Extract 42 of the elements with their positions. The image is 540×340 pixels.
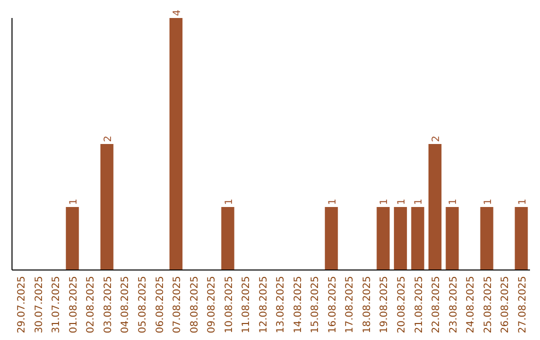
x-tick-label: 17.08.2025 bbox=[344, 276, 356, 334]
x-tick-label: 30.07.2025 bbox=[34, 276, 45, 334]
data-label: 4 bbox=[172, 10, 183, 16]
x-tick-label: 18.08.2025 bbox=[362, 276, 373, 334]
data-label: 1 bbox=[482, 198, 494, 205]
x-tick-label: 02.08.2025 bbox=[86, 276, 97, 334]
data-label: 2 bbox=[102, 136, 114, 142]
data-label: 1 bbox=[448, 198, 460, 205]
x-tick-label: 13.08.2025 bbox=[276, 276, 287, 334]
x-tick-label: 01.08.2025 bbox=[68, 276, 80, 334]
x-tick-label: 06.08.2025 bbox=[154, 276, 166, 334]
x-tick-label: 31.07.2025 bbox=[51, 276, 62, 334]
x-tick-label: 19.08.2025 bbox=[379, 276, 390, 334]
x-tick-label: 05.08.2025 bbox=[138, 276, 148, 334]
data-label: 1 bbox=[396, 198, 408, 205]
x-tick-label: 09.08.2025 bbox=[206, 276, 218, 334]
x-tick-label: 04.08.2025 bbox=[120, 276, 132, 334]
x-tick-label: 22.08.2025 bbox=[431, 276, 442, 334]
x-tick-label: 07.08.2025 bbox=[172, 276, 184, 334]
data-label: 1 bbox=[517, 198, 528, 205]
data-label: 1 bbox=[327, 198, 338, 205]
x-tick-label: 11.08.2025 bbox=[241, 276, 252, 334]
x-tick-label: 29.07.2025 bbox=[16, 276, 28, 334]
x-tick-label: 20.08.2025 bbox=[396, 276, 408, 334]
data-label: 1 bbox=[414, 198, 425, 205]
x-tick-label: 15.08.2025 bbox=[310, 276, 322, 334]
x-tick-label: 27.08.2025 bbox=[517, 276, 528, 334]
x-tick-label: 23.08.2025 bbox=[448, 276, 460, 334]
x-tick-label: 25.08.2025 bbox=[482, 276, 494, 334]
data-label: 1 bbox=[68, 198, 80, 205]
data-label: 1 bbox=[379, 198, 390, 205]
data-label: 1 bbox=[224, 198, 235, 205]
x-tick-label: 14.08.2025 bbox=[292, 276, 304, 334]
x-tick-label: 21.08.2025 bbox=[414, 276, 425, 334]
x-tick-label: 16.08.2025 bbox=[327, 276, 338, 334]
x-tick-label: 03.08.2025 bbox=[102, 276, 114, 334]
x-tick-label: 10.08.2025 bbox=[224, 276, 235, 334]
x-tick-label: 26.08.2025 bbox=[500, 276, 512, 334]
x-tick-label: 12.08.2025 bbox=[258, 276, 270, 334]
x-tick-label: 08.08.2025 bbox=[189, 276, 200, 334]
data-label: 2 bbox=[430, 136, 442, 142]
x-tick-label: 24.08.2025 bbox=[466, 276, 477, 334]
